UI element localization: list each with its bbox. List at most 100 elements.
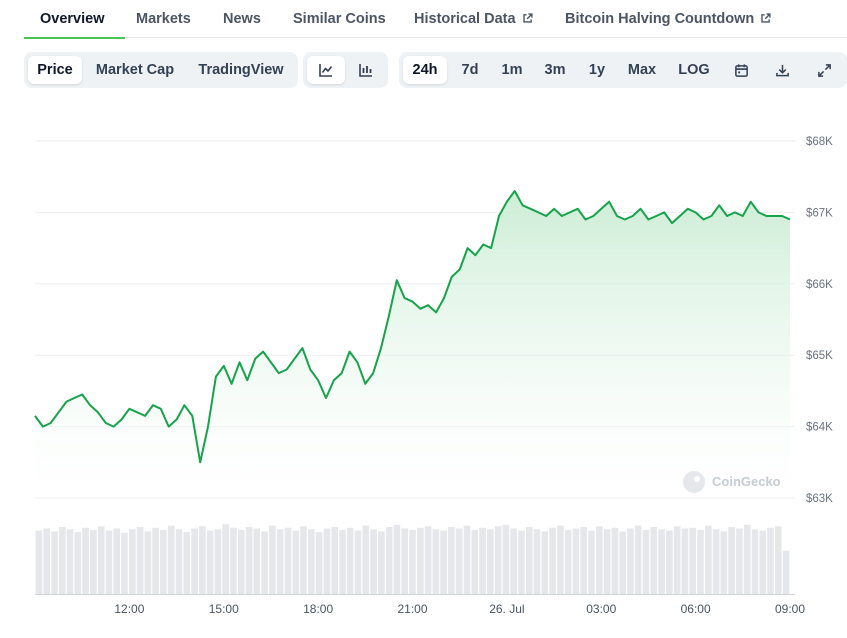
y-tick-label: $68K — [806, 136, 833, 148]
volume-bar — [658, 529, 665, 594]
volume-bar — [152, 527, 159, 594]
volume-bar — [113, 528, 120, 594]
tab-news[interactable]: News — [223, 11, 261, 27]
candlestick-icon — [359, 64, 372, 77]
volume-bar — [276, 529, 284, 594]
line-chart-button[interactable] — [307, 56, 345, 84]
volume-bar — [393, 524, 401, 594]
volume-bar — [541, 531, 549, 594]
volume-bar — [90, 529, 97, 594]
volume-bar — [105, 530, 113, 594]
download-button[interactable] — [766, 56, 798, 84]
top-tab-bar: Overview Markets News Similar Coins Hist… — [24, 0, 847, 39]
volume-bar — [59, 527, 66, 594]
volume-bar — [455, 528, 463, 594]
chart-style-toggle — [303, 52, 388, 88]
volume-bar — [705, 525, 712, 594]
volume-bar — [199, 526, 206, 594]
range-7d-button[interactable]: 7d — [461, 62, 479, 78]
candlestick-chart-button[interactable] — [347, 56, 385, 84]
volume-bar — [526, 527, 533, 594]
volume-bar — [611, 527, 619, 594]
volume-bar — [448, 527, 455, 594]
tab-historical-data[interactable]: Historical Data — [414, 0, 533, 38]
tradingview-button[interactable]: TradingView — [198, 62, 284, 78]
volume-bar — [720, 531, 728, 594]
price-chart[interactable]: $68K $67K $66K $65K $64K $63K 12:00 15:00 18:00… — [0, 100, 847, 630]
price-button[interactable]: Price — [28, 56, 82, 84]
volume-bar — [385, 527, 393, 594]
volume-bar — [432, 529, 440, 594]
volume-bar — [510, 528, 517, 594]
volume-bar — [253, 528, 261, 594]
volume-bar — [767, 527, 774, 594]
volume-bar — [136, 527, 144, 594]
volume-bar — [424, 526, 432, 594]
volume-bar — [323, 528, 331, 594]
x-tick-label: 09:00 — [775, 602, 805, 616]
volume-bar — [549, 527, 556, 594]
volume-bar — [378, 531, 385, 594]
volume-bar — [82, 527, 89, 594]
volume-bar — [97, 526, 105, 594]
tab-bitcoin-halving-countdown[interactable]: Bitcoin Halving Countdown — [565, 0, 771, 38]
tab-similar-coins[interactable]: Similar Coins — [293, 11, 386, 27]
volume-bar — [572, 528, 580, 594]
volume-bar — [588, 530, 595, 594]
volume-bar — [354, 530, 362, 594]
volume-bar — [245, 527, 253, 594]
volume-bar — [362, 525, 370, 594]
volume-bar — [238, 529, 245, 594]
volume-bar — [759, 530, 767, 594]
volume-bar — [121, 532, 128, 594]
range-3m-button[interactable]: 3m — [544, 62, 566, 78]
range-1y-button[interactable]: 1y — [588, 62, 606, 78]
volume-bar — [35, 530, 43, 594]
volume-bar — [300, 526, 307, 594]
market-cap-button[interactable]: Market Cap — [95, 62, 175, 78]
range-1m-button[interactable]: 1m — [501, 62, 523, 78]
volume-bar — [370, 529, 377, 594]
volume-bar — [160, 529, 167, 594]
volume-bar — [596, 526, 603, 594]
volume-bar — [471, 529, 479, 594]
volume-bar — [533, 529, 541, 594]
volume-bar — [292, 530, 300, 594]
volume-bar — [634, 525, 642, 594]
volume-bar — [619, 531, 626, 594]
range-max-button[interactable]: Max — [627, 62, 657, 78]
volume-bar — [666, 530, 673, 594]
volume-bar — [564, 529, 572, 594]
tab-halving-label: Bitcoin Halving Countdown — [565, 11, 755, 27]
volume-bar — [728, 527, 735, 594]
volume-bar — [346, 527, 354, 594]
volume-bar — [308, 529, 315, 594]
volume-bar — [642, 529, 650, 594]
volume-bar — [681, 528, 689, 594]
tab-overview[interactable]: Overview — [24, 0, 124, 39]
range-24h-button[interactable]: 24h — [403, 56, 447, 84]
y-tick-label: $66K — [806, 279, 833, 291]
volume-bar — [603, 529, 611, 594]
x-tick-label: 18:00 — [303, 602, 333, 616]
volume-bar — [74, 532, 82, 594]
x-tick-label: 03:00 — [586, 602, 616, 616]
tab-historical-data-label: Historical Data — [414, 11, 516, 27]
y-tick-label: $65K — [806, 350, 833, 362]
volume-bar — [66, 529, 74, 594]
volume-bar — [183, 532, 191, 594]
date-picker-button[interactable] — [725, 56, 757, 84]
volume-bar — [479, 527, 486, 594]
volume-bar — [627, 528, 634, 594]
volume-bar — [440, 530, 447, 594]
tab-markets[interactable]: Markets — [136, 11, 191, 27]
volume-bar — [43, 528, 50, 594]
volume-bar — [230, 527, 237, 594]
expand-icon — [817, 63, 831, 77]
volume-bar — [751, 529, 759, 594]
volume-bar — [175, 529, 183, 594]
volume-bar — [417, 527, 424, 594]
volume-bar — [782, 550, 790, 594]
fullscreen-button[interactable] — [808, 56, 840, 84]
log-scale-button[interactable]: LOG — [678, 62, 710, 78]
